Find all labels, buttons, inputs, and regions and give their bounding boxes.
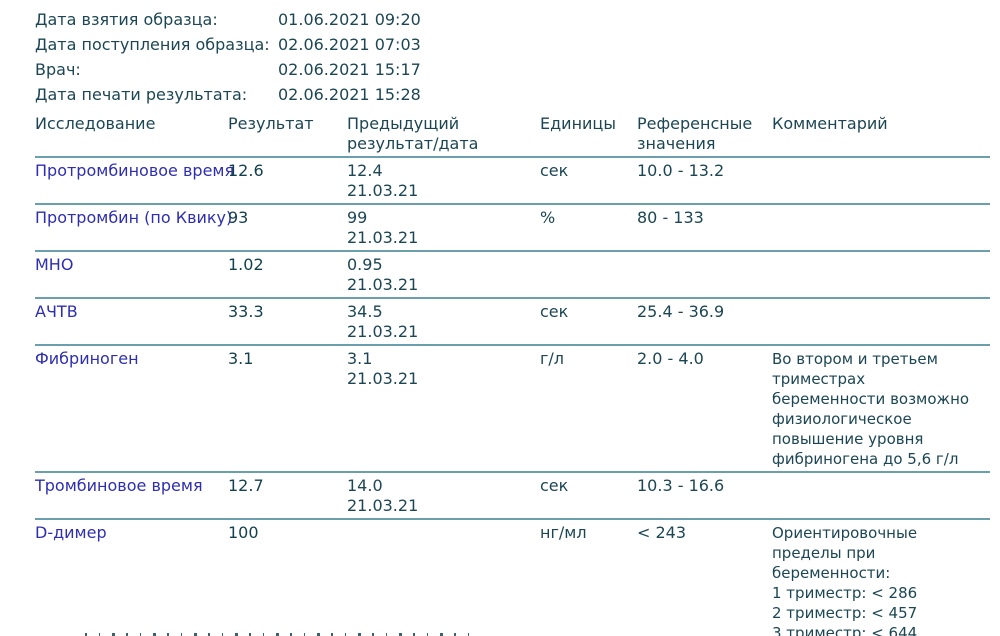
units: сек <box>540 161 569 180</box>
table-row-prothrombin-time: Протромбиновое время 12.6 12.4 21.03.21 … <box>35 157 990 204</box>
previous-result: 34.5 21.03.21 <box>347 302 419 341</box>
units: сек <box>540 476 569 495</box>
test-name: Фибриноген <box>35 349 139 368</box>
table-row-thrombin-time: Тромбиновое время 12.7 14.0 21.03.21 сек… <box>35 472 990 519</box>
test-comment <box>772 157 990 204</box>
column-header-result: Результат <box>228 114 314 133</box>
table-row-d-dimer: D-димер 100 нг/мл < 243 Ориентировочные … <box>35 519 990 636</box>
units <box>540 251 637 298</box>
test-comment <box>772 298 990 345</box>
test-comment: Ориентировочные пределы при беременности… <box>772 524 918 636</box>
test-name: Тромбиновое время <box>35 476 203 495</box>
table-row-fibrinogen: Фибриноген 3.1 3.1 21.03.21 г/л 2.0 - 4.… <box>35 345 990 472</box>
reference-range <box>637 251 772 298</box>
test-result: 12.6 <box>228 161 264 180</box>
test-result: 93 <box>228 208 249 227</box>
results-table: Исследование Результат Предыдущий резуль… <box>35 111 990 636</box>
test-name: МНО <box>35 255 74 274</box>
meta-value: 02.06.2021 15:28 <box>278 85 421 104</box>
previous-result: 14.0 21.03.21 <box>347 476 419 515</box>
test-name: АЧТВ <box>35 302 78 321</box>
column-header-reference: Референсные значения <box>637 114 753 153</box>
reference-range: < 243 <box>637 523 687 542</box>
column-header-comment: Комментарий <box>772 114 888 133</box>
test-result: 12.7 <box>228 476 264 495</box>
clipped-text-line <box>85 633 481 636</box>
test-result: 33.3 <box>228 302 264 321</box>
table-row-prothrombin-quick: Протромбин (по Квику) 93 99 21.03.21 % 8… <box>35 204 990 251</box>
previous-result: 3.1 21.03.21 <box>347 349 419 388</box>
column-header-units: Единицы <box>540 114 616 133</box>
meta-row-doctor: Врач: 02.06.2021 15:17 <box>35 57 1000 82</box>
meta-row-print-date: Дата печати результата: 02.06.2021 15:28 <box>35 82 1000 107</box>
column-header-test: Исследование <box>35 114 156 133</box>
meta-value: 01.06.2021 09:20 <box>278 10 421 29</box>
units: г/л <box>540 349 565 368</box>
meta-value: 02.06.2021 07:03 <box>278 35 421 54</box>
test-name: D-димер <box>35 523 107 542</box>
test-result: 1.02 <box>228 255 264 274</box>
table-row-aptt: АЧТВ 33.3 34.5 21.03.21 сек 25.4 - 36.9 <box>35 298 990 345</box>
previous-result: 0.95 21.03.21 <box>347 255 419 294</box>
test-result: 3.1 <box>228 349 254 368</box>
meta-row-sample-taken: Дата взятия образца: 01.06.2021 09:20 <box>35 7 1000 32</box>
previous-result: 99 21.03.21 <box>347 208 419 247</box>
test-comment <box>772 251 990 298</box>
units: сек <box>540 302 569 321</box>
column-header-previous: Предыдущий результат/дата <box>347 114 479 153</box>
test-comment <box>772 472 990 519</box>
test-name: Протромбин (по Квику) <box>35 208 233 227</box>
reference-range: 10.3 - 16.6 <box>637 476 725 495</box>
test-name: Протромбиновое время <box>35 161 235 180</box>
table-header-row: Исследование Результат Предыдущий резуль… <box>35 111 990 157</box>
previous-result <box>347 519 540 636</box>
units: % <box>540 208 556 227</box>
previous-result: 12.4 21.03.21 <box>347 161 419 200</box>
meta-label: Дата печати результата: <box>35 85 248 104</box>
reference-range: 25.4 - 36.9 <box>637 302 725 321</box>
test-comment <box>772 204 990 251</box>
meta-label: Врач: <box>35 60 81 79</box>
table-row-inr: МНО 1.02 0.95 21.03.21 <box>35 251 990 298</box>
units: нг/мл <box>540 523 587 542</box>
test-comment: Во втором и третьем триместрах беременно… <box>772 350 970 468</box>
meta-row-sample-received: Дата поступления образца: 02.06.2021 07:… <box>35 32 1000 57</box>
reference-range: 2.0 - 4.0 <box>637 349 704 368</box>
meta-label: Дата взятия образца: <box>35 10 218 29</box>
reference-range: 10.0 - 13.2 <box>637 161 725 180</box>
reference-range: 80 - 133 <box>637 208 704 227</box>
test-result: 100 <box>228 523 259 542</box>
meta-label: Дата поступления образца: <box>35 35 270 54</box>
meta-value: 02.06.2021 15:17 <box>278 60 421 79</box>
report-metadata: Дата взятия образца: 01.06.2021 09:20 Да… <box>0 0 1000 107</box>
